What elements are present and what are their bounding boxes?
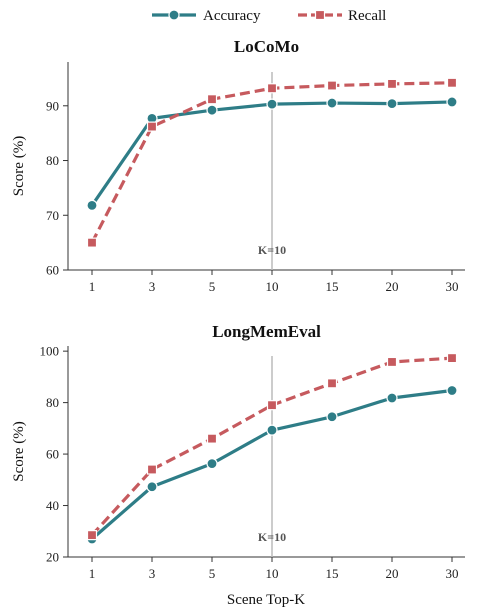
panel2-xtick-label: 30 xyxy=(446,566,459,581)
panel2-ytick-label: 60 xyxy=(46,447,59,462)
panel1-xtick-label: 30 xyxy=(446,279,459,294)
panel1-xtick-label: 20 xyxy=(386,279,399,294)
panel2-k10-label: K=10 xyxy=(258,530,286,544)
panel1-ytick-label: 70 xyxy=(46,208,59,223)
panel1-series-recall-point xyxy=(326,80,338,91)
panel1-series-accuracy-point xyxy=(86,199,98,212)
panel2-series-recall-point xyxy=(206,433,218,444)
panel1-series-recall-point xyxy=(446,77,458,88)
panel1-series-accuracy-point xyxy=(446,96,458,108)
panel2-xtick-label: 10 xyxy=(266,566,279,581)
panel2-ylabel: Score (%) xyxy=(11,421,27,481)
panel2-series-accuracy-point xyxy=(386,392,398,404)
panel1-series-recall-point xyxy=(386,78,398,89)
panel1-series-recall-point xyxy=(146,121,158,132)
panel2-series-accuracy-point xyxy=(146,481,158,493)
panel1-series-accuracy-point xyxy=(206,104,218,116)
panel2-series-recall-point xyxy=(386,356,398,368)
panel2-ytick-label: 40 xyxy=(46,498,59,513)
panel1-ylabel: Score (%) xyxy=(11,136,27,196)
panel2-series-recall-point xyxy=(86,530,98,541)
panel1-series-accuracy-point xyxy=(326,97,338,109)
panel2-series-accuracy-point xyxy=(206,457,218,470)
panel2-xtick-label: 20 xyxy=(386,566,399,581)
panel2-series-recall-point xyxy=(446,352,458,364)
panel2-xtick-label: 15 xyxy=(326,566,339,581)
panel1-series-accuracy-point xyxy=(386,97,398,110)
panel1-xtick-label: 10 xyxy=(266,279,279,294)
panel2-series-recall-point xyxy=(266,400,278,411)
panel1-xtick-label: 3 xyxy=(149,279,156,294)
panel1-xtick-label: 15 xyxy=(326,279,339,294)
panel2-xtick-label: 1 xyxy=(89,566,96,581)
panel1-k10-label: K=10 xyxy=(258,243,286,257)
panel2-xtick-label: 5 xyxy=(209,566,216,581)
legend-marker-accuracy xyxy=(168,9,180,21)
legend-label-recall: Recall xyxy=(348,8,386,24)
panel2-series-recall-point xyxy=(326,378,338,389)
panel1-xtick-label: 1 xyxy=(89,279,96,294)
legend-label-accuracy: Accuracy xyxy=(203,8,261,24)
panel1-series-recall-point xyxy=(86,237,98,248)
panel1-ytick-label: 60 xyxy=(46,263,59,278)
panel1-series-recall-point xyxy=(206,94,218,105)
panel2-ytick-label: 100 xyxy=(40,344,60,359)
x-axis-label: Scene Top-K xyxy=(227,592,305,608)
panel2-series-accuracy-point xyxy=(266,424,278,436)
panel2-ytick-label: 20 xyxy=(46,550,59,565)
panel1-series-accuracy-point xyxy=(266,98,278,110)
panel1-title: LoCoMo xyxy=(234,37,299,56)
panel2-ytick-label: 80 xyxy=(46,395,59,410)
panel2-xtick-label: 3 xyxy=(149,566,156,581)
panel2-series-accuracy-point xyxy=(446,384,458,397)
panel2-series-recall-point xyxy=(146,464,158,475)
panel1-xtick-label: 5 xyxy=(209,279,216,294)
legend-marker-recall xyxy=(314,9,326,21)
panel2-title: LongMemEval xyxy=(212,322,321,341)
panel2-series-accuracy-point xyxy=(326,411,338,423)
panel1-ytick-label: 80 xyxy=(46,153,59,168)
panel1-series-recall-point xyxy=(266,83,278,94)
panel1-ytick-label: 90 xyxy=(46,98,59,113)
